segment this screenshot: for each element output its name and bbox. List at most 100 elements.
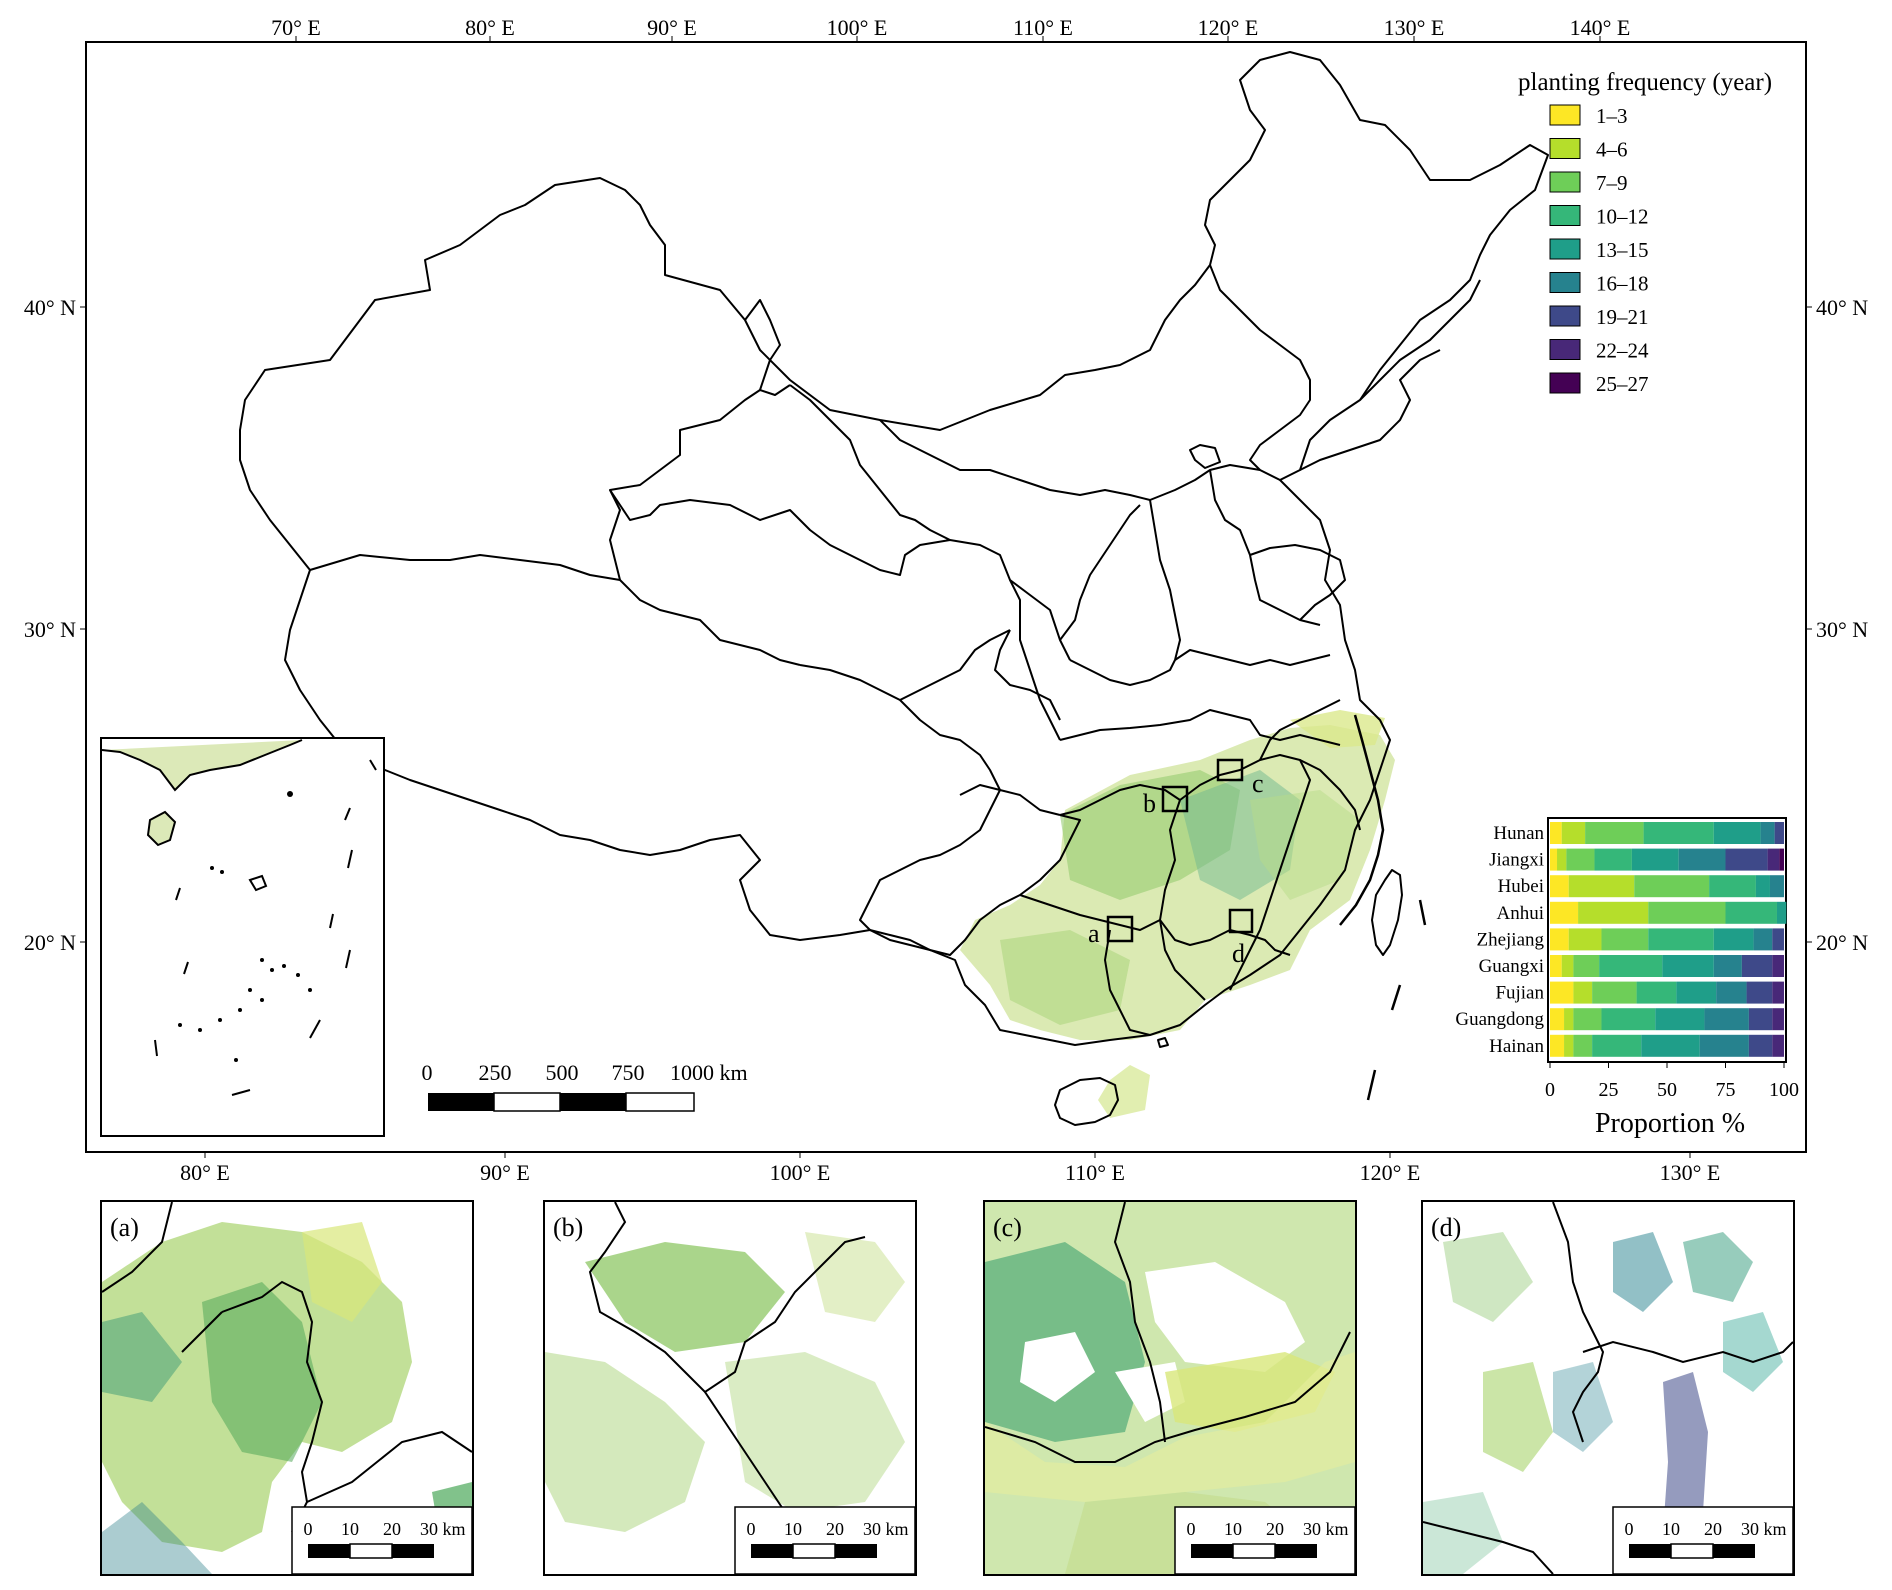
legend-label: 1–3 (1596, 104, 1628, 128)
site-label-d: d (1232, 939, 1245, 968)
bar-segment (1550, 822, 1562, 844)
left-lat-tick-label: 40° N (24, 295, 76, 320)
legend-swatch (1549, 171, 1581, 193)
bottom-lon-tick-label: 110° E (1065, 1160, 1125, 1185)
bar-segment (1643, 822, 1714, 844)
x-tick-label: 75 (1716, 1079, 1736, 1101)
legend-swatch (1549, 205, 1581, 226)
detail-scalebar-tick: 30 km (863, 1519, 909, 1539)
legend-label: 19–21 (1596, 305, 1649, 329)
legend-label: 4–6 (1596, 138, 1628, 162)
legend-label: 22–24 (1596, 339, 1649, 363)
bar-segment (1760, 822, 1775, 844)
left-lat-tick-label: 30° N (24, 617, 76, 642)
bar-segment (1634, 875, 1710, 898)
site-label-c: c (1252, 769, 1264, 798)
bar-segment (1748, 1034, 1773, 1057)
detail-label-d: (d) (1431, 1213, 1461, 1242)
bar-segment (1564, 1008, 1574, 1031)
detail-map-c: (c) 0 10 20 30 km (983, 1200, 1357, 1576)
x-tick-label: 50 (1657, 1079, 1677, 1101)
bar-segment (1568, 875, 1635, 898)
bar-segment (1779, 848, 1784, 871)
bar-segment (1573, 1034, 1593, 1057)
detail-scalebar-tick: 10 (341, 1519, 359, 1539)
detail-scalebar-tick: 0 (304, 1519, 313, 1539)
detail-map-d-canvas: (d) 0 10 20 30 km (1423, 1202, 1793, 1574)
bar-segment (1641, 1034, 1700, 1057)
detail-map-d: (d) 0 10 20 30 km (1421, 1200, 1795, 1576)
bar-segment (1767, 848, 1780, 871)
bar-segment (1594, 848, 1632, 871)
bar-segment (1648, 928, 1714, 951)
bar-segment (1573, 981, 1593, 1004)
detail-scalebar-d: 0 10 20 30 km (1612, 1506, 1793, 1574)
eastern-coastline-islands (1339, 714, 1427, 1101)
legend-swatch (1549, 272, 1581, 293)
chart-category-label: Jiangxi (1489, 850, 1544, 871)
top-lon-tick-label: 70° E (271, 15, 321, 40)
detail-label-b: (b) (553, 1213, 583, 1242)
bar-segment (1564, 1034, 1574, 1057)
province-proportion-chart: Proportion % Hunan Jiangxi Hubei Anhui Zheji… (1455, 817, 1799, 1139)
bottom-lon-tick-label: 90° E (480, 1160, 530, 1185)
bar-segment (1753, 928, 1773, 951)
detail-scalebar-c: 0 10 20 30 km (1174, 1506, 1355, 1574)
detail-scalebar-tick: 20 (1704, 1519, 1722, 1539)
bar-segment (1599, 955, 1663, 977)
chart-category-label: Hunan (1493, 823, 1544, 844)
rice-planting-area (960, 710, 1395, 1118)
bar-segment (1648, 901, 1726, 924)
top-lon-tick-label: 80° E (465, 15, 515, 40)
bar-segment (1678, 848, 1726, 871)
site-label-b: b (1143, 789, 1156, 818)
detail-scalebar-a: 0 10 20 30 km (291, 1506, 472, 1574)
detail-map-b: (b) 0 10 20 30 km (543, 1200, 917, 1576)
detail-scalebar-tick: 30 km (420, 1519, 466, 1539)
bar-segment (1774, 822, 1784, 844)
chart-category-label: Hubei (1498, 876, 1544, 897)
bar-segment (1772, 1034, 1784, 1057)
legend-swatch (1549, 372, 1581, 394)
chart-category-label: Guangxi (1479, 956, 1544, 977)
bar-segment (1573, 1008, 1602, 1031)
detail-scalebar-tick: 10 (784, 1519, 802, 1539)
top-lon-tick-label: 110° E (1013, 15, 1073, 40)
bar-segment (1550, 875, 1569, 898)
bar-segment (1557, 848, 1567, 871)
bottom-lon-tick-label: 130° E (1660, 1160, 1721, 1185)
bar-segment (1713, 955, 1742, 977)
bar-segment (1704, 1008, 1749, 1031)
bar-segment (1662, 955, 1714, 977)
legend-label: 13–15 (1596, 238, 1649, 262)
bar-segment (1713, 928, 1754, 951)
bar-segment (1550, 1008, 1565, 1031)
bottom-lon-tick-label: 100° E (770, 1160, 831, 1185)
detail-scalebar-tick: 20 (1266, 1519, 1284, 1539)
bar-segment (1741, 955, 1773, 977)
bar-segment (1655, 1008, 1705, 1031)
bottom-longitude-ticks: 80° E 90° E 100° E 110° E 120° E 130° E (180, 1152, 1720, 1185)
right-lat-tick-label: 20° N (1816, 930, 1868, 955)
x-tick-label: 25 (1599, 1079, 1619, 1101)
bar-segment (1755, 875, 1770, 898)
bar-segment (1568, 928, 1602, 951)
detail-scalebar-tick: 20 (826, 1519, 844, 1539)
chart-category-label: Zhejiang (1476, 929, 1544, 950)
latitude-ticks: 40° N 30° N 20° N 40° N 30° N 20° N (24, 295, 1868, 955)
right-lat-tick-label: 30° N (1816, 617, 1868, 642)
bar-segment (1550, 848, 1558, 871)
chart-category-label: Hainan (1489, 1036, 1544, 1057)
detail-scalebar-tick: 30 km (1303, 1519, 1349, 1539)
x-tick-label: 0 (1545, 1079, 1555, 1101)
site-box-d (1228, 908, 1254, 934)
bar-segment (1676, 981, 1717, 1004)
site-box-c (1216, 758, 1244, 782)
site-markers: a b c d (1088, 758, 1264, 968)
bottom-lon-tick-label: 80° E (180, 1160, 230, 1185)
bar-segment (1585, 822, 1644, 844)
bar-segment (1573, 955, 1600, 977)
scalebar-tick: 0 (422, 1060, 433, 1085)
bar-segment (1772, 955, 1784, 977)
detail-map-a: (a) 0 10 20 30 km (100, 1200, 474, 1576)
